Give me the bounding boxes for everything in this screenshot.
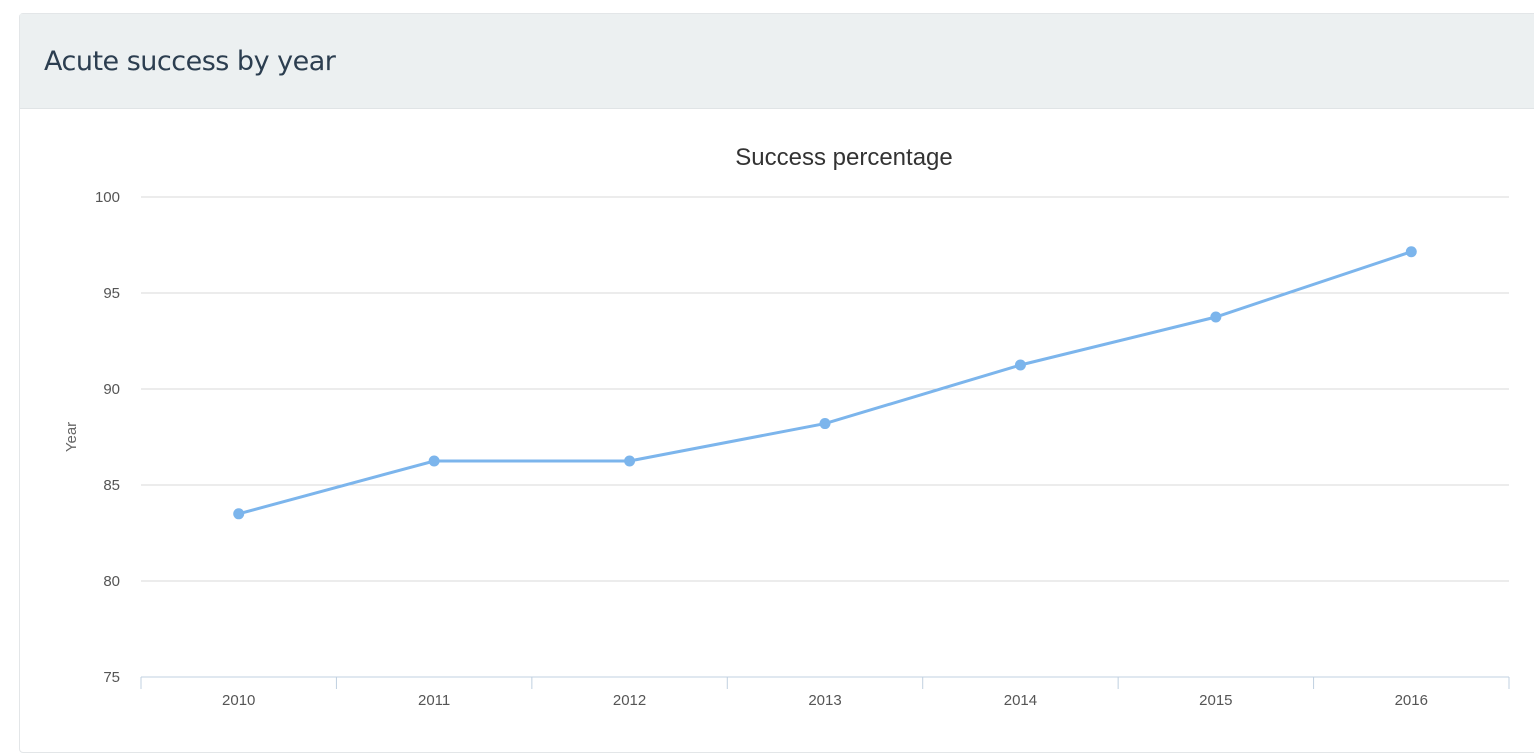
y-tick-label: 100: [95, 189, 120, 206]
data-point: [624, 455, 636, 467]
x-tick-label: 2012: [613, 692, 646, 709]
data-point: [1210, 311, 1222, 323]
x-tick-label: 2011: [418, 692, 450, 709]
y-tick-label: 75: [103, 669, 120, 686]
y-tick-label: 95: [103, 285, 120, 302]
data-point: [819, 418, 831, 430]
data-point: [233, 508, 245, 520]
chart-panel: Acute success by year: [19, 13, 1534, 753]
y-axis-label: Year: [63, 422, 80, 452]
x-tick-label: 2016: [1395, 692, 1428, 709]
y-tick-label: 90: [103, 381, 120, 398]
data-point: [428, 455, 440, 467]
chart-title: Success percentage: [735, 144, 952, 171]
panel-title: Acute success by year: [44, 45, 336, 77]
x-tick-label: 2013: [808, 692, 841, 709]
data-point: [1405, 246, 1417, 258]
panel-header: Acute success by year: [20, 14, 1534, 109]
data-point: [1014, 359, 1026, 371]
y-tick-label: 80: [103, 573, 120, 590]
x-tick-label: 2014: [1004, 692, 1037, 709]
x-tick-label: 2015: [1199, 692, 1232, 709]
series-line: [238, 250, 1412, 516]
y-tick-label: 85: [103, 477, 120, 494]
x-tick-label: 2010: [222, 692, 255, 709]
